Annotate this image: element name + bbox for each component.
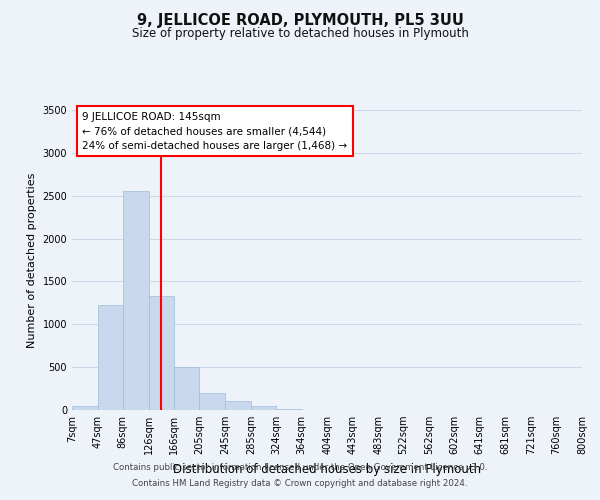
Bar <box>123 190 149 410</box>
Text: 9 JELLICOE ROAD: 145sqm
← 76% of detached houses are smaller (4,544)
24% of semi: 9 JELLICOE ROAD: 145sqm ← 76% of detache… <box>82 112 347 151</box>
Bar <box>199 393 225 410</box>
Bar <box>72 406 98 410</box>
Text: Size of property relative to detached houses in Plymouth: Size of property relative to detached ho… <box>131 28 469 40</box>
Text: Contains public sector information licensed under the Open Government Licence v3: Contains public sector information licen… <box>113 464 487 472</box>
Bar <box>225 400 251 410</box>
Bar <box>174 367 199 410</box>
Bar <box>149 296 174 410</box>
Bar <box>251 406 276 410</box>
Text: 9, JELLICOE ROAD, PLYMOUTH, PL5 3UU: 9, JELLICOE ROAD, PLYMOUTH, PL5 3UU <box>137 12 463 28</box>
Y-axis label: Number of detached properties: Number of detached properties <box>27 172 37 348</box>
Bar <box>98 304 123 410</box>
Text: Contains HM Land Registry data © Crown copyright and database right 2024.: Contains HM Land Registry data © Crown c… <box>132 478 468 488</box>
X-axis label: Distribution of detached houses by size in Plymouth: Distribution of detached houses by size … <box>173 462 481 475</box>
Bar <box>276 409 302 410</box>
